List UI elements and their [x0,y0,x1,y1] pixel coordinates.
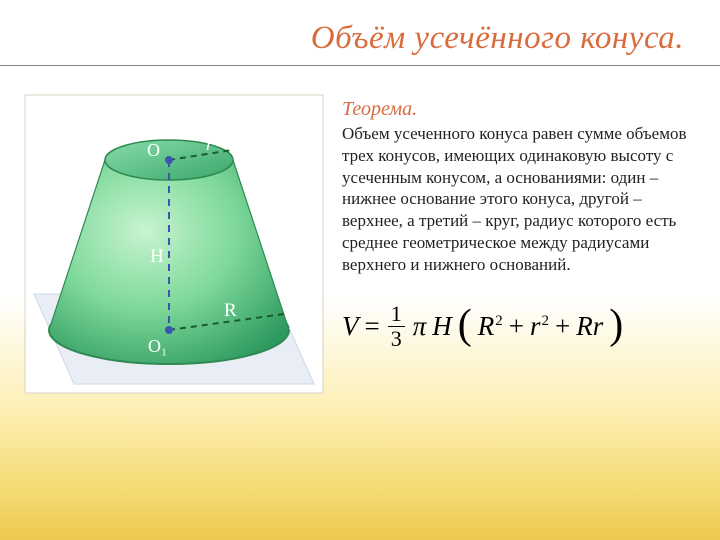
theorem-label: Теорема. [342,98,696,121]
content-row: O r H R O₁ Теорема. Объем усеченного кон… [0,66,720,394]
formula-R2: R2 [478,311,503,342]
formula-plus2: + [555,311,570,342]
page-title: Объём усечённого конуса. [0,0,720,65]
frac-den: 3 [388,327,405,350]
label-O: O [147,140,160,160]
formula-fraction: 1 3 [388,303,405,350]
label-H: H [150,246,164,267]
point-O [165,156,173,164]
theorem-body: Объем усеченного конуса равен сумме объе… [342,123,696,275]
cone-svg: O r H R O₁ [24,94,324,394]
formula-plus1: + [509,311,524,342]
formula-H: H [432,311,452,342]
point-O1 [165,326,173,334]
formula-Rr: Rr [576,311,603,342]
label-r: r [206,134,214,154]
text-column: Теорема. Объем усеченного конуса равен с… [342,94,696,394]
formula-pi: π [413,311,427,342]
formula-eq: = [365,311,380,342]
volume-formula: V = 1 3 π H ( R2 + r2 + Rr ) [342,303,696,350]
formula-r2: r2 [530,311,549,342]
label-R: R [224,300,237,321]
label-O1: O₁ [148,336,167,356]
truncated-cone-figure: O r H R O₁ [24,94,324,394]
frac-num: 1 [388,303,405,327]
formula-V: V [342,311,359,342]
